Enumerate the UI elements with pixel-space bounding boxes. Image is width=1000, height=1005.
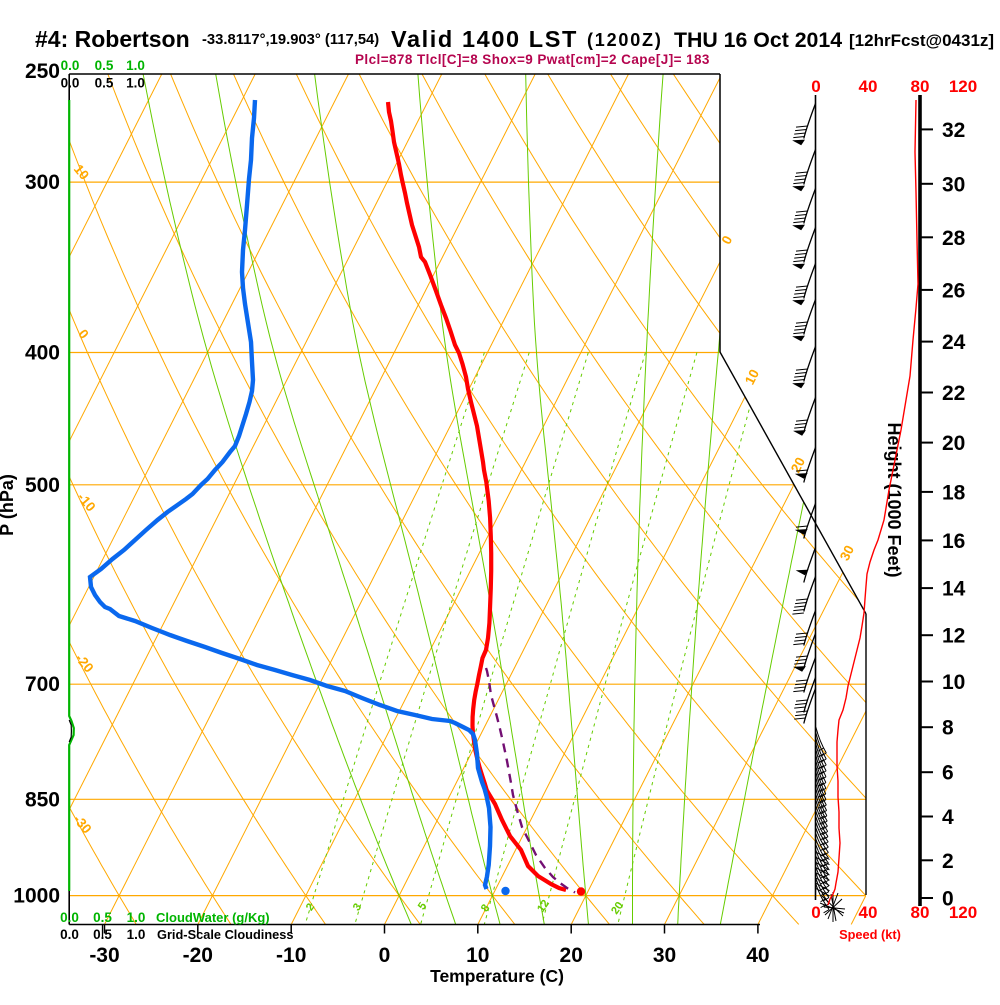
svg-text:THU 16 Oct 2014: THU 16 Oct 2014 (674, 28, 842, 52)
svg-text:Height (1000 Feet): Height (1000 Feet) (884, 422, 904, 577)
svg-text:400: 400 (25, 342, 60, 365)
svg-text:10: 10 (71, 162, 92, 183)
svg-text:6: 6 (942, 762, 954, 785)
svg-text:80: 80 (911, 77, 930, 96)
svg-text:Grid-Scale Cloudiness: Grid-Scale Cloudiness (157, 927, 294, 942)
svg-text:-20: -20 (183, 944, 213, 967)
svg-text:300: 300 (25, 171, 60, 194)
svg-text:0: 0 (379, 944, 391, 967)
svg-text:P (hPa): P (hPa) (0, 474, 17, 536)
svg-text:8: 8 (942, 717, 954, 740)
svg-text:10: 10 (466, 944, 489, 967)
svg-text:30: 30 (653, 944, 676, 967)
svg-text:30: 30 (942, 173, 965, 196)
svg-text:32: 32 (942, 119, 965, 142)
svg-text:0: 0 (811, 77, 820, 96)
svg-text:20: 20 (560, 944, 583, 967)
svg-text:#4: Robertson: #4: Robertson (35, 26, 190, 52)
svg-text:0.5: 0.5 (93, 927, 112, 942)
svg-text:850: 850 (25, 788, 60, 811)
svg-text:CloudWater (g/Kg): CloudWater (g/Kg) (156, 910, 270, 925)
svg-text:Temperature (C): Temperature (C) (430, 966, 564, 986)
svg-text:0.0: 0.0 (61, 76, 80, 91)
svg-text:1.0: 1.0 (127, 910, 146, 925)
svg-text:1.0: 1.0 (126, 58, 145, 73)
svg-text:2: 2 (942, 850, 954, 873)
svg-text:700: 700 (25, 673, 60, 696)
svg-text:0: 0 (811, 903, 820, 922)
svg-text:120: 120 (949, 903, 977, 922)
svg-text:24: 24 (942, 331, 966, 354)
svg-text:Plcl=878 Tlcl[C]=8 Shox=9 Pwat: Plcl=878 Tlcl[C]=8 Shox=9 Pwat[cm]=2 Cap… (355, 52, 710, 67)
svg-text:20: 20 (942, 432, 965, 455)
svg-text:500: 500 (25, 474, 60, 497)
svg-text:-30: -30 (89, 944, 119, 967)
svg-text:0.0: 0.0 (60, 910, 79, 925)
svg-text:20: 20 (609, 900, 626, 917)
svg-text:250: 250 (25, 60, 60, 83)
svg-text:-10: -10 (276, 944, 306, 967)
svg-text:26: 26 (942, 279, 965, 302)
svg-text:0: 0 (942, 888, 954, 911)
svg-text:16: 16 (942, 530, 965, 553)
svg-text:40: 40 (859, 77, 878, 96)
svg-text:Speed (kt): Speed (kt) (839, 927, 901, 942)
svg-text:28: 28 (942, 227, 966, 250)
svg-text:0.0: 0.0 (61, 58, 80, 73)
svg-text:Valid 1400 LST: Valid 1400 LST (391, 26, 578, 52)
svg-text:14: 14 (942, 578, 966, 601)
svg-text:40: 40 (859, 903, 878, 922)
svg-text:0.5: 0.5 (95, 76, 114, 91)
svg-text:40: 40 (746, 944, 769, 967)
svg-text:(1200Z): (1200Z) (587, 30, 663, 50)
svg-text:12: 12 (942, 625, 965, 648)
svg-text:1.0: 1.0 (126, 76, 145, 91)
svg-text:0.0: 0.0 (60, 927, 79, 942)
svg-text:0.5: 0.5 (93, 910, 112, 925)
svg-text:1.0: 1.0 (127, 927, 146, 942)
svg-text:10: 10 (742, 367, 762, 387)
svg-text:[12hrFcst@0431z]: [12hrFcst@0431z] (849, 31, 994, 50)
svg-text:120: 120 (949, 77, 977, 96)
svg-text:80: 80 (911, 903, 930, 922)
svg-text:0.5: 0.5 (95, 58, 114, 73)
svg-text:10: 10 (942, 671, 965, 694)
svg-text:12: 12 (535, 898, 552, 915)
svg-text:5: 5 (416, 900, 429, 912)
svg-text:30: 30 (837, 543, 857, 563)
svg-text:8: 8 (479, 902, 492, 914)
svg-text:2: 2 (304, 901, 317, 913)
svg-text:22: 22 (942, 382, 965, 405)
svg-text:3: 3 (351, 901, 364, 913)
svg-text:18: 18 (942, 481, 966, 504)
svg-text:4: 4 (942, 806, 954, 829)
svg-text:1000: 1000 (13, 885, 60, 908)
svg-text:-33.8117°,19.903° (117,54): -33.8117°,19.903° (117,54) (202, 32, 379, 48)
